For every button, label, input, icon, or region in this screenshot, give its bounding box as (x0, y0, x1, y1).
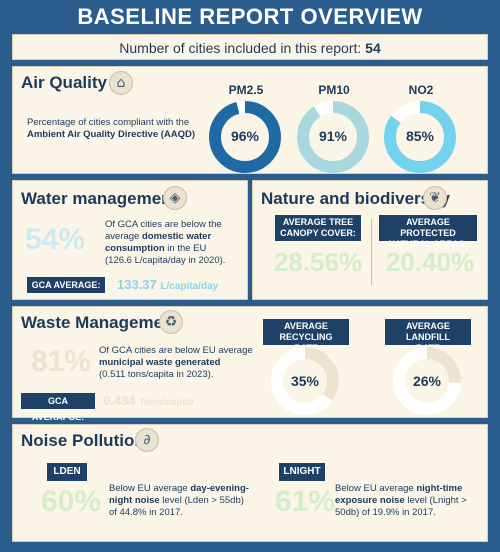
leaf-icon: ❦ (423, 186, 447, 210)
recycling-rate-value: 35% (290, 373, 320, 389)
air-quality-desc-line1: Percentage of cities compliant with the (27, 117, 190, 128)
pm10-value: 91% (318, 128, 348, 144)
pm10-label: PM10 (318, 83, 350, 97)
water-description: Of GCA cities are below the average dome… (105, 219, 245, 267)
waste-title: Waste Management (21, 313, 180, 332)
cities-count-banner: Number of cities included in this report… (12, 34, 488, 60)
tree-canopy-label-line1: AVERAGE TREE (282, 217, 354, 227)
pm25-donut (209, 101, 281, 173)
pm25-label: PM2.5 (228, 83, 264, 97)
lden-desc-line2: night noise level (Lden > 55db) (109, 495, 259, 507)
water-desc-line2: average domestic water (105, 231, 245, 243)
lnight-desc-line1-pre: Below EU average (335, 483, 417, 494)
water-panel: Water management ◈ 54% Of GCA cities are… (12, 180, 248, 300)
protected-areas-label-line2: NATURAL AREAS: (388, 239, 468, 249)
waste-avg-unit: Tons/capita (139, 397, 194, 408)
air-quality-title: Air Quality (21, 73, 107, 92)
protected-areas-label-line1: AVERAGE PROTECTED (400, 217, 456, 238)
water-desc-line2-bold: domestic water (141, 231, 212, 242)
recycling-rate-label: AVERAGE RECYCLING RATE (263, 319, 349, 353)
lnight-tag: LNIGHT (279, 463, 325, 481)
waste-panel: Waste Management ♻ 81% Of GCA cities are… (12, 306, 488, 422)
donut-fill (384, 101, 456, 173)
lnight-desc-line1-bold: night-time (416, 483, 463, 494)
nature-divider (371, 219, 372, 285)
air-quality-description: Percentage of cities compliant with the … (27, 117, 227, 141)
tree-canopy-label-line2: CANOPY COVER: (280, 228, 356, 238)
landfill-rate-value: 26% (412, 373, 442, 389)
lden-desc-line1: Below EU average day-evening- (109, 483, 259, 495)
water-avg-unit: L/capita/day (160, 281, 219, 292)
recycling-rate-donut (271, 347, 339, 415)
waste-avg-value-group: 0.434 Tons/capita (103, 393, 194, 408)
lden-desc-line2-post: level (Lden > 55db) (159, 495, 244, 506)
water-percent: 54% (25, 223, 86, 256)
lnight-desc-line2: exposure noise level (Lnight > (335, 495, 485, 507)
air-quality-panel: Air Quality ⌂ Percentage of cities compl… (12, 66, 488, 174)
donut-fill (297, 101, 369, 173)
water-avg-value-group: 133.37 L/capita/day (117, 277, 218, 292)
water-desc-line3-bold: consumption (105, 243, 165, 254)
lden-percent: 60% (41, 485, 102, 518)
lden-desc-line3: of 44.8% in 2017. (109, 507, 183, 518)
lden-tag: LDEN (47, 463, 87, 481)
waste-percent: 81% (31, 345, 92, 378)
ear-icon: ∂ (135, 428, 159, 452)
report-title: BASELINE REPORT OVERVIEW (77, 4, 423, 29)
water-title: Water management (21, 189, 178, 208)
lnight-percent: 61% (275, 485, 336, 518)
water-desc-line2-pre: average (105, 231, 142, 242)
pm25-value: 96% (230, 128, 260, 144)
water-desc-line3-post: in the EU (164, 243, 207, 254)
landfill-rate-label-line1: AVERAGE LANDFILL (406, 321, 450, 342)
lnight-desc-line2-post: level (Lnight > (404, 495, 467, 506)
waste-desc-line2: municipal waste generated (99, 357, 221, 368)
waste-description: Of GCA cities are below EU average munic… (99, 345, 279, 381)
water-desc-line1: Of GCA cities are below the (105, 219, 222, 230)
lden-desc-line1-bold: day-evening- (190, 483, 249, 494)
lnight-desc-line2-bold: exposure noise (335, 495, 405, 506)
air-quality-desc-line2: Ambient Air Quality Directive (AAQD) (27, 129, 196, 140)
no2-label: NO2 (408, 83, 434, 97)
no2-donut (384, 101, 456, 173)
water-desc-line4: (126.6 L/capita/day in 2020). (105, 255, 226, 266)
noise-title: Noise Pollution (21, 431, 145, 450)
lnight-desc-line1: Below EU average night-time (335, 483, 485, 495)
donut-fill (209, 101, 281, 173)
lden-desc-line1-pre: Below EU average (109, 483, 191, 494)
noise-panel: Noise Pollution ∂ LDEN 60% Below EU aver… (12, 424, 488, 542)
lnight-desc-line3: 50db) of 19.9% in 2017. (335, 507, 436, 518)
tree-canopy-label: AVERAGE TREE CANOPY COVER: (275, 215, 361, 241)
water-avg-label: GCA AVERAGE: (27, 277, 105, 293)
water-avg-value: 133.37 (117, 277, 157, 292)
cities-count-label: Number of cities included in this report… (119, 40, 362, 56)
recycling-rate-label-line1: AVERAGE RECYCLING (279, 321, 333, 342)
protected-areas-label: AVERAGE PROTECTED NATURAL AREAS: (379, 215, 477, 249)
lden-description: Below EU average day-evening- night nois… (109, 483, 259, 519)
lden-desc-line2-bold: night noise (109, 495, 160, 506)
recycle-icon: ♻ (159, 310, 183, 334)
lnight-description: Below EU average night-time exposure noi… (335, 483, 485, 519)
landfill-rate-donut (393, 347, 461, 415)
water-desc-line3: consumption in the EU (105, 243, 245, 255)
tree-canopy-value: 28.56% (273, 247, 363, 277)
donut-fill (271, 347, 339, 415)
waste-desc-line1: Of GCA cities are below EU average (99, 345, 253, 356)
landfill-rate-label: AVERAGE LANDFILL RATE (385, 319, 471, 353)
pm10-donut (297, 101, 369, 173)
nature-title: Nature and biodiversity (261, 189, 450, 208)
no2-value: 85% (405, 128, 435, 144)
water-drop-icon: ◈ (163, 186, 187, 210)
cities-count-value: 54 (365, 40, 381, 56)
factory-icon: ⌂ (109, 71, 133, 95)
waste-avg-value: 0.434 (103, 393, 136, 408)
waste-desc-line3: (0.511 tons/capita in 2023). (99, 369, 214, 380)
protected-areas-value: 20.40% (385, 247, 475, 277)
donut-fill (393, 347, 461, 415)
nature-panel: Nature and biodiversity ❦ AVERAGE TREE C… (252, 180, 488, 300)
waste-avg-label: GCA AVERAFGE: (21, 393, 95, 422)
